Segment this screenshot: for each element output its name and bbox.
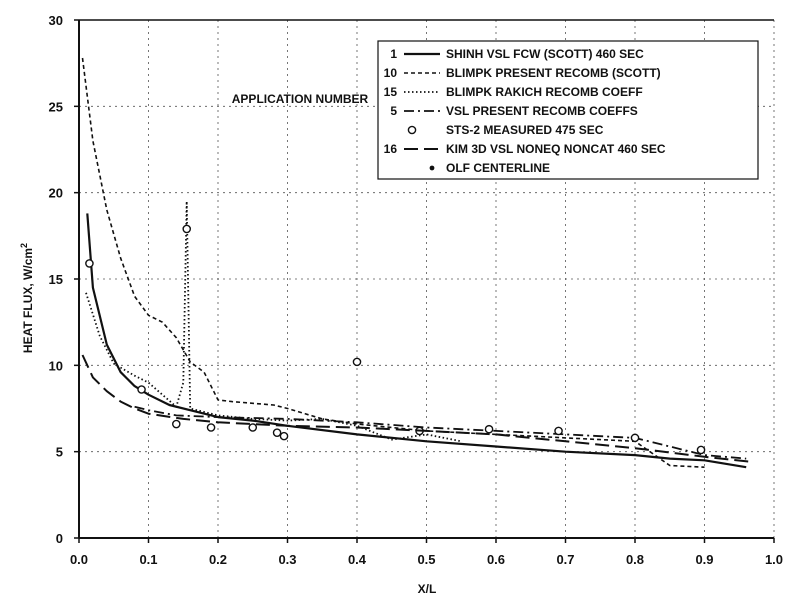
- x-tick-label: 1.0: [765, 552, 783, 567]
- legend-entry-label: BLIMPK RAKICH RECOMB COEFF: [446, 85, 643, 99]
- legend-number: 5: [390, 104, 397, 118]
- x-tick-labels: 0.0 0.1 0.2 0.3 0.4 0.5 0.6 0.7 0.8 0.9 1.0: [70, 538, 783, 567]
- legend-number: 16: [384, 142, 398, 156]
- legend-number: 15: [384, 85, 398, 99]
- x-axis-label: X/L: [418, 582, 437, 596]
- x-tick-label: 0.7: [556, 552, 574, 567]
- y-tick-label: 15: [49, 272, 63, 287]
- x-tick-label: 0.2: [209, 552, 227, 567]
- legend-entry-label: SHINH VSL FCW (SCOTT) 460 SEC: [446, 47, 644, 61]
- legend-box: [377, 40, 759, 180]
- y-tick-label: 25: [49, 99, 63, 114]
- x-tick-label: 0.8: [626, 552, 644, 567]
- y-axis-label-main: HEAT FLUX, W/cm: [21, 248, 35, 353]
- y-tick-label: 30: [49, 13, 63, 28]
- series-line-shinh-vsl-fcw-scott-460-sec: [86, 213, 747, 469]
- x-tick-label: 0.1: [139, 552, 157, 567]
- measured-data-point: [248, 423, 258, 432]
- application-number-label: APPLICATION NUMBER: [232, 92, 369, 106]
- y-tick-labels: 0 5 10 15 20 25 30: [49, 13, 79, 546]
- measured-data-point: [696, 445, 706, 455]
- y-axis-label-superscript: 2: [19, 243, 29, 248]
- measured-data-point: [272, 428, 282, 437]
- legend-entry-label: BLIMPK PRESENT RECOMB (SCOTT): [446, 66, 661, 80]
- legend-entry-label: VSL PRESENT RECOMB COEFFS: [446, 104, 638, 118]
- measured-data-point: [352, 357, 362, 367]
- y-axis-label: HEAT FLUX, W/cm2: [19, 243, 35, 353]
- series-line-blimpk-present-recomb-scott: [81, 57, 705, 468]
- x-tick-label: 0.0: [70, 552, 88, 567]
- legend-entry-label: KIM 3D VSL NONEQ NONCAT 460 SEC: [446, 142, 666, 156]
- x-tick-label: 0.5: [417, 552, 435, 567]
- legend-number: 1: [390, 47, 397, 61]
- series-line-vsl-present-recomb-coeffs: [134, 405, 747, 460]
- series-group: [81, 57, 754, 469]
- y-tick-label: 0: [56, 531, 63, 546]
- y-tick-label: 5: [56, 445, 63, 460]
- measured-data-point: [206, 423, 216, 432]
- x-tick-label: 0.4: [348, 552, 367, 567]
- measured-data-point: [630, 433, 640, 443]
- measured-data-point: [85, 259, 94, 268]
- y-tick-label: 20: [49, 186, 63, 201]
- legend-marker-dot: [429, 165, 435, 171]
- y-tick-label: 10: [49, 358, 63, 373]
- legend-marker-circle: [407, 125, 417, 135]
- measured-data-point: [171, 419, 181, 429]
- legend-entry-label: OLF CENTERLINE: [446, 161, 550, 175]
- x-tick-label: 0.6: [487, 552, 505, 567]
- measured-data-point: [484, 424, 494, 434]
- legend-number: 10: [384, 66, 398, 80]
- measured-data-point: [279, 431, 289, 441]
- measured-data-point: [182, 224, 192, 234]
- measured-data-point: [554, 426, 563, 436]
- series-line-kim-3d-vsl-noneq-noncat-460-sec: [81, 354, 754, 463]
- x-tick-label: 0.9: [695, 552, 713, 567]
- legend-entry-label: STS-2 MEASURED 475 SEC: [446, 123, 604, 137]
- measured-data-point: [137, 385, 146, 394]
- legend: 1 SHINH VSL FCW (SCOTT) 460 SEC 10 BLIMPK P…: [377, 40, 759, 180]
- x-tick-label: 0.3: [278, 552, 296, 567]
